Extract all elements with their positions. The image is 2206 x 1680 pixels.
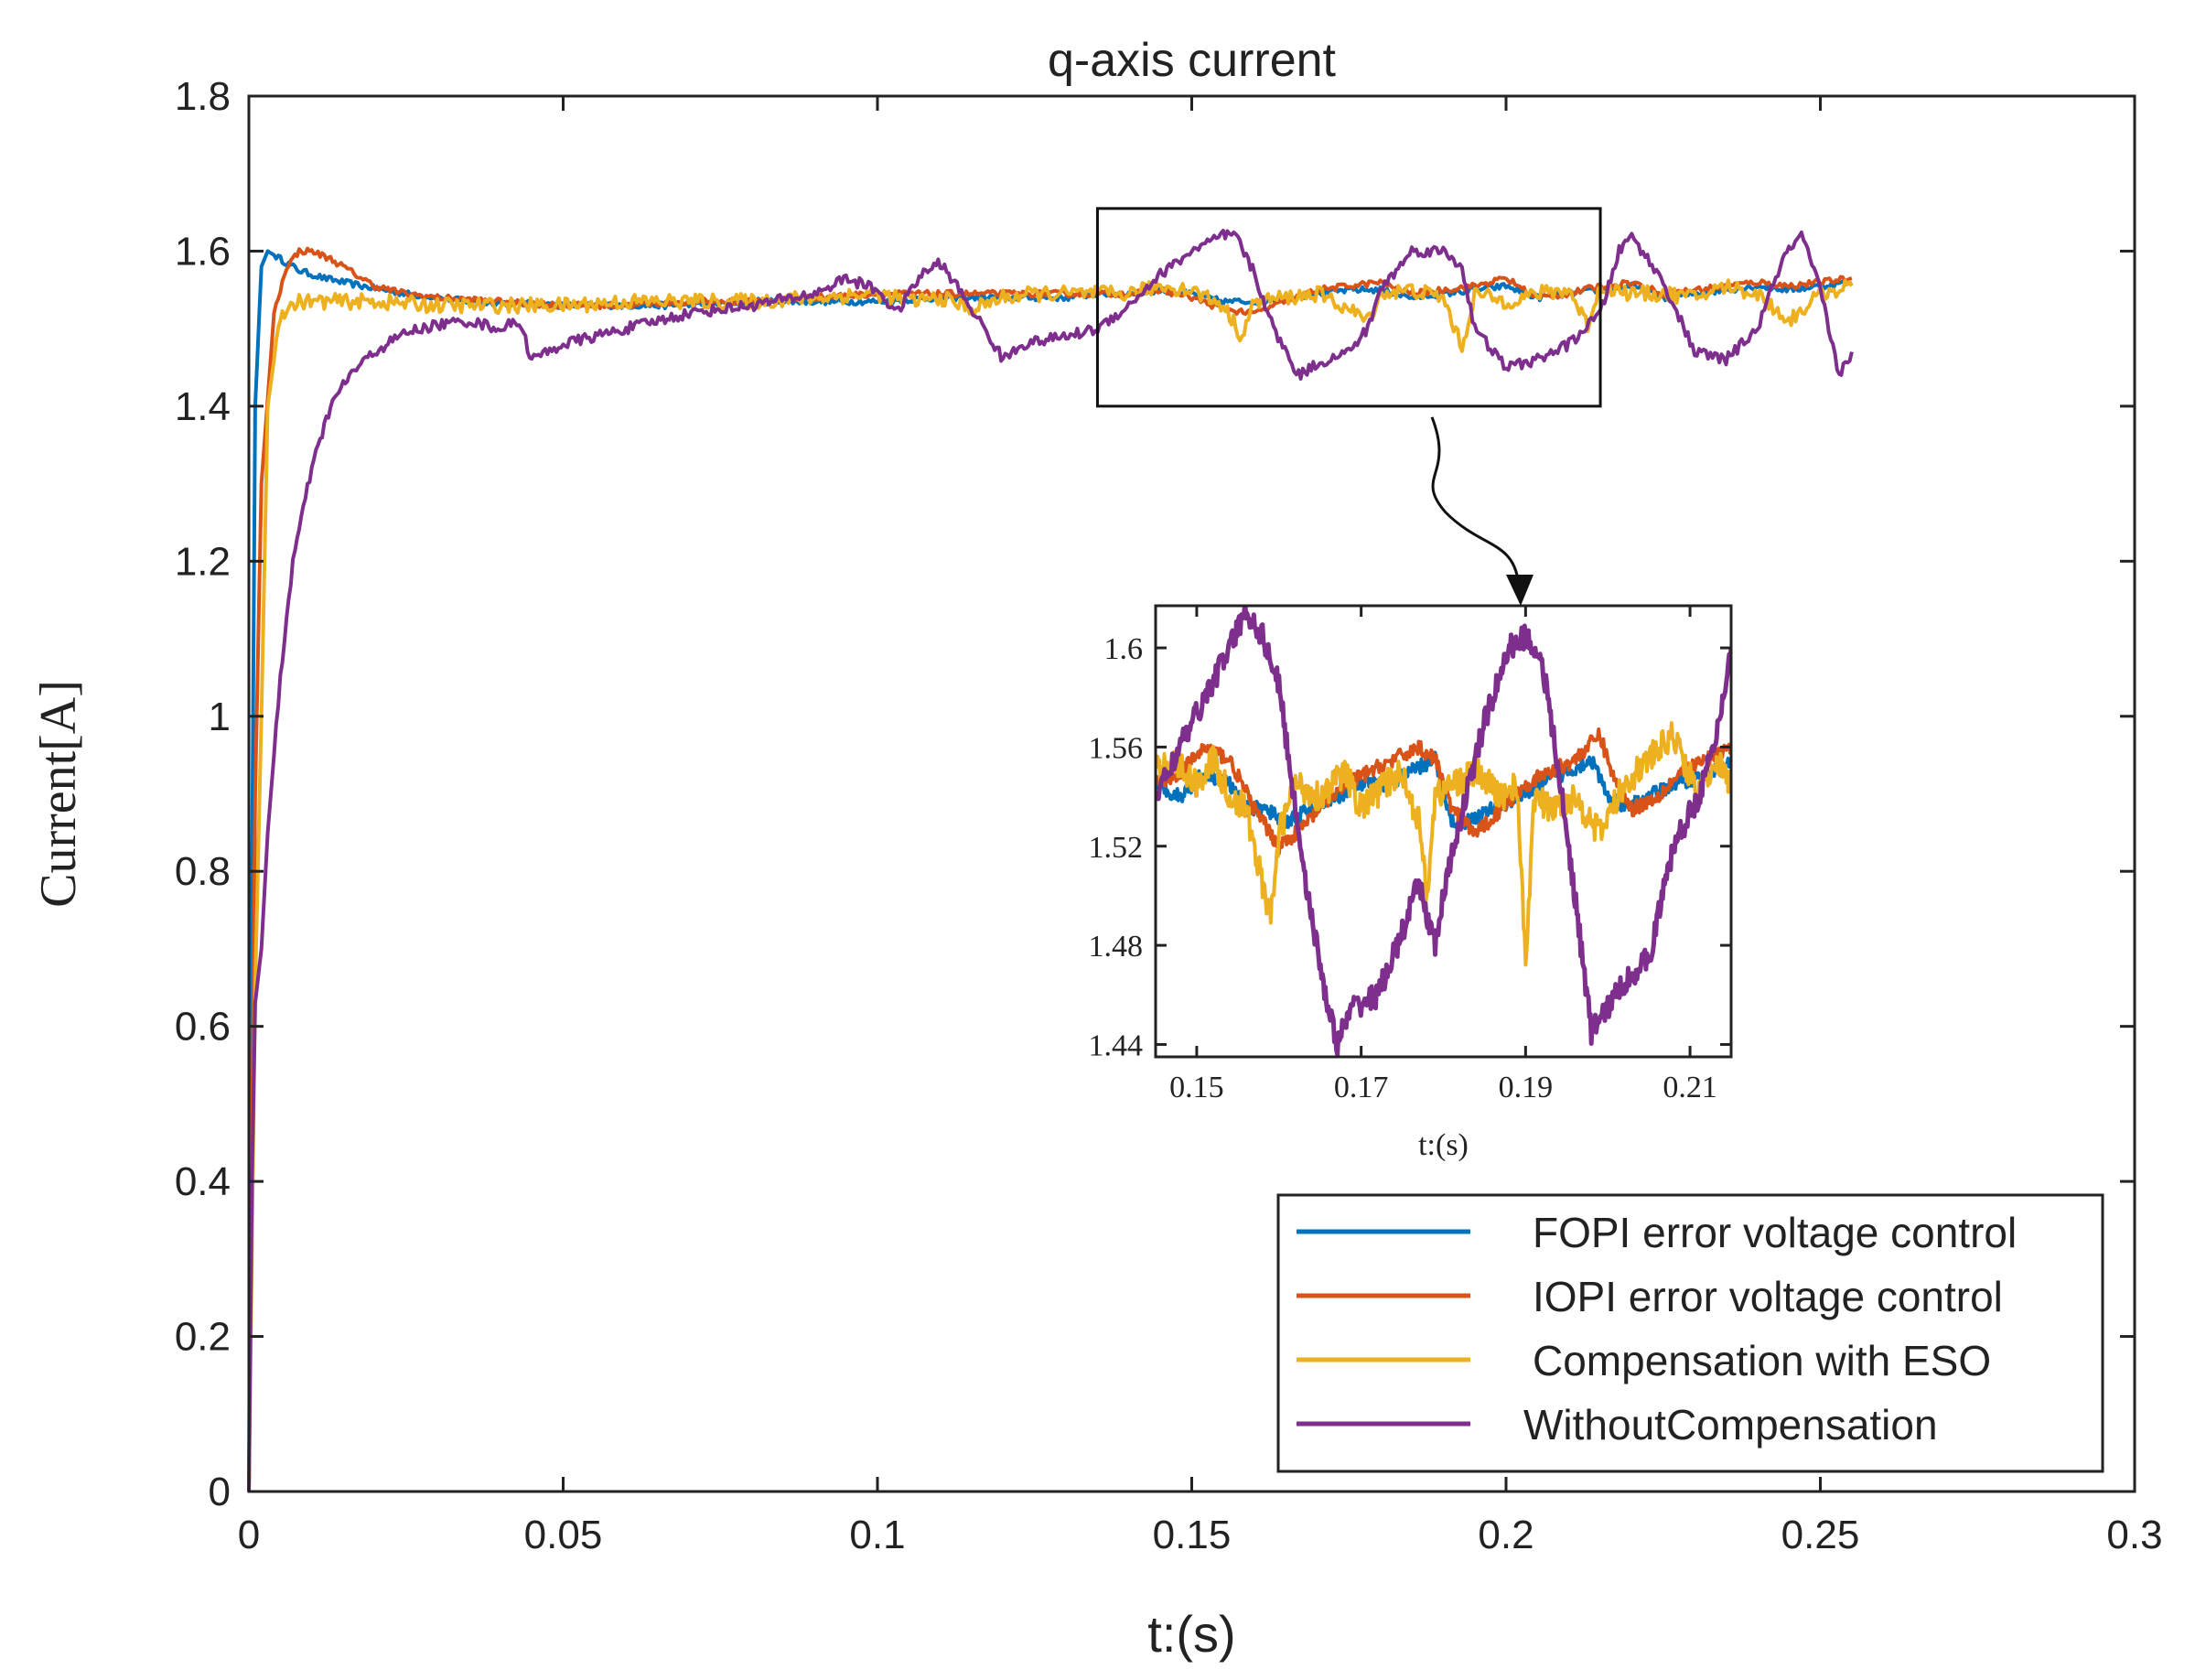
y-tick-label: 1.8 [175,74,231,119]
inset-y-tick-label: 1.6 [1104,632,1144,666]
y-tick-label: 1.6 [175,229,231,274]
legend-label-fopi: FOPI error voltage control [1533,1209,2017,1256]
inset-y-tick-label: 1.44 [1089,1028,1144,1062]
main-axis-ticks: 0 0.05 0.1 0.15 0.2 0.25 0.3 0 0.2 0.4 0.6 0.8 1 1.2 1… [175,74,2163,1557]
x-tick-label: 0.3 [2106,1513,2162,1557]
legend: FOPI error voltage control IOPI error vo… [1276,1193,2104,1473]
inset-axis-ticks: 0.15 0.17 0.19 0.21 1.44 1.48 1.52 1.56 1.6 [1089,606,1731,1104]
zoom-arrowhead [1506,575,1533,606]
inset-x-axis-label: t:(s) [1418,1128,1469,1162]
chart-title: q-axis current [1048,34,1337,87]
inset-series-line-3 [1156,606,1731,1057]
legend-entry-eso: Compensation with ESO [1297,1337,1991,1384]
series-line-2 [247,278,1854,1492]
y-tick-label: 0.6 [175,1005,231,1050]
main-axes-frame [247,94,2136,1493]
x-axis-label: t:(s) [1147,1605,1235,1663]
inset-x-tick-label: 0.19 [1499,1071,1554,1104]
y-tick-label: 1.4 [175,384,231,429]
inset-plot: 0.15 0.17 0.19 0.21 1.44 1.48 1.52 1.56 1.6 t:(s… [1089,604,1733,1162]
inset-y-tick-label: 1.56 [1089,731,1144,765]
inset-axes-frame [1154,604,1733,1059]
zoom-region-box [1095,207,1602,408]
inset-y-tick-label: 1.48 [1089,930,1144,964]
inset-series-line-2 [1156,721,1731,967]
legend-label-without: WithoutCompensation [1523,1401,1938,1448]
inset-series-group [1156,606,1731,1057]
inset-x-tick-label: 0.21 [1663,1071,1717,1104]
y-tick-label: 0.4 [175,1159,231,1204]
y-tick-label: 0.2 [175,1315,231,1360]
inset-x-tick-label: 0.17 [1334,1071,1389,1104]
legend-label-iopi: IOPI error voltage control [1533,1273,2003,1320]
legend-entry-iopi: IOPI error voltage control [1297,1273,2003,1320]
legend-entry-without: WithoutCompensation [1297,1401,1938,1448]
y-tick-label: 0 [209,1470,231,1514]
y-tick-label: 0.8 [175,849,231,894]
inset-x-tick-label: 0.15 [1169,1071,1224,1104]
y-tick-label: 1.2 [175,539,231,584]
x-tick-label: 0.15 [1153,1513,1232,1557]
x-tick-label: 0.2 [1478,1513,1533,1557]
zoom-pointer-arrow [1430,416,1521,587]
x-tick-label: 0.1 [849,1513,905,1557]
legend-entry-fopi: FOPI error voltage control [1297,1209,2017,1256]
series-line-3 [247,229,1854,1492]
x-tick-label: 0.05 [524,1513,603,1557]
inset-y-tick-label: 1.52 [1089,831,1144,865]
legend-label-eso: Compensation with ESO [1533,1337,1991,1384]
y-axis-label: Current[A] [30,680,87,908]
x-tick-label: 0.25 [1781,1513,1860,1557]
inset-plot-area [1156,606,1731,1057]
y-tick-label: 1 [209,695,231,739]
main-series-group [247,229,1854,1492]
x-tick-label: 0 [238,1513,260,1557]
